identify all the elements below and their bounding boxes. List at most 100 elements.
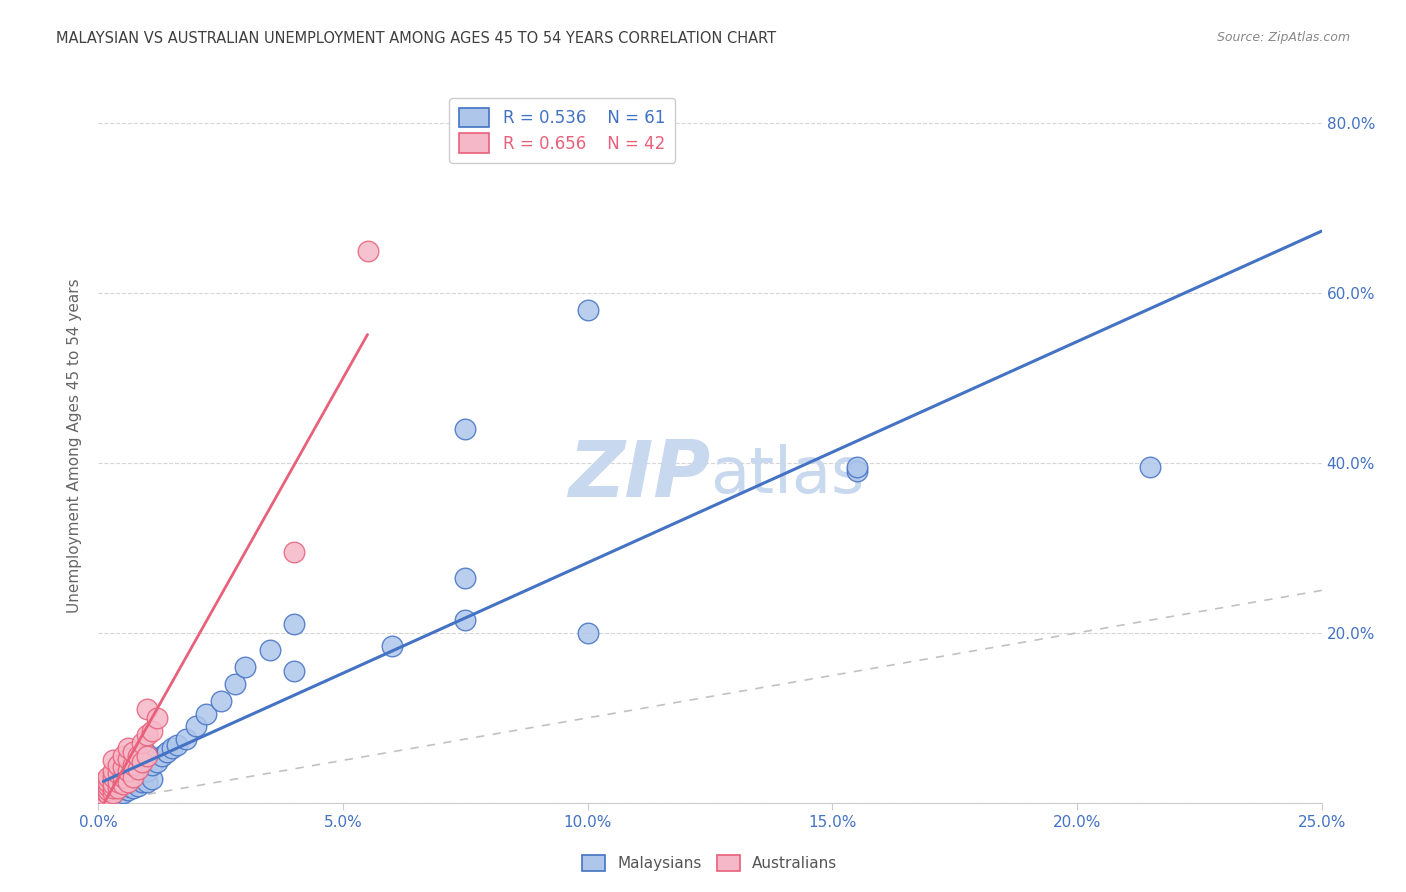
- Point: [454, 571, 477, 585]
- Point: [454, 613, 477, 627]
- Point: [111, 749, 134, 764]
- Point: [91, 783, 114, 797]
- Point: [97, 780, 120, 795]
- Point: [127, 762, 149, 776]
- Point: [136, 747, 159, 761]
- Point: [101, 779, 124, 793]
- Point: [121, 770, 143, 784]
- Point: [91, 783, 114, 797]
- Point: [107, 774, 129, 789]
- Point: [107, 757, 129, 772]
- Point: [101, 753, 124, 767]
- Point: [131, 755, 153, 769]
- Point: [156, 745, 179, 759]
- Point: [97, 777, 120, 791]
- Point: [97, 783, 120, 797]
- Point: [97, 779, 120, 793]
- Point: [117, 783, 139, 797]
- Point: [97, 789, 120, 803]
- Point: [101, 786, 124, 800]
- Point: [107, 766, 129, 780]
- Point: [136, 749, 159, 764]
- Point: [381, 639, 404, 653]
- Text: Source: ZipAtlas.com: Source: ZipAtlas.com: [1216, 31, 1350, 45]
- Point: [141, 772, 163, 786]
- Point: [283, 545, 305, 559]
- Point: [107, 770, 129, 784]
- Point: [141, 757, 163, 772]
- Point: [111, 760, 134, 774]
- Point: [97, 791, 120, 805]
- Point: [131, 766, 153, 780]
- Point: [283, 617, 305, 632]
- Point: [845, 465, 868, 479]
- Point: [127, 749, 149, 764]
- Point: [107, 777, 129, 791]
- Point: [117, 779, 139, 793]
- Point: [91, 779, 114, 793]
- Point: [356, 244, 378, 258]
- Point: [136, 764, 159, 778]
- Point: [107, 783, 129, 797]
- Point: [91, 787, 114, 801]
- Point: [136, 774, 159, 789]
- Point: [576, 303, 599, 318]
- Point: [101, 787, 124, 801]
- Point: [160, 740, 183, 755]
- Point: [233, 660, 256, 674]
- Point: [1139, 460, 1161, 475]
- Point: [91, 791, 114, 805]
- Point: [131, 774, 153, 789]
- Point: [131, 736, 153, 750]
- Point: [121, 769, 143, 783]
- Point: [111, 777, 134, 791]
- Point: [107, 780, 129, 795]
- Point: [127, 772, 149, 786]
- Point: [141, 723, 163, 738]
- Point: [166, 738, 188, 752]
- Point: [97, 774, 120, 789]
- Point: [97, 774, 120, 789]
- Point: [209, 694, 232, 708]
- Point: [127, 764, 149, 778]
- Point: [283, 664, 305, 678]
- Legend: Malaysians, Australians: Malaysians, Australians: [576, 849, 844, 877]
- Point: [111, 772, 134, 786]
- Text: ZIP: ZIP: [568, 436, 710, 513]
- Point: [121, 757, 143, 772]
- Point: [91, 791, 114, 805]
- Point: [845, 460, 868, 475]
- Point: [150, 749, 173, 764]
- Point: [101, 780, 124, 795]
- Point: [117, 740, 139, 755]
- Point: [146, 755, 169, 769]
- Point: [121, 780, 143, 795]
- Point: [101, 789, 124, 803]
- Point: [107, 774, 129, 789]
- Point: [121, 774, 143, 789]
- Text: atlas: atlas: [710, 443, 865, 506]
- Point: [117, 751, 139, 765]
- Point: [117, 774, 139, 789]
- Point: [111, 777, 134, 791]
- Point: [101, 777, 124, 791]
- Point: [176, 732, 198, 747]
- Point: [117, 764, 139, 778]
- Point: [101, 764, 124, 778]
- Point: [97, 783, 120, 797]
- Point: [111, 766, 134, 780]
- Point: [127, 779, 149, 793]
- Point: [97, 787, 120, 801]
- Point: [107, 780, 129, 795]
- Point: [97, 787, 120, 801]
- Point: [101, 770, 124, 784]
- Point: [91, 787, 114, 801]
- Point: [259, 643, 281, 657]
- Point: [186, 719, 208, 733]
- Point: [91, 774, 114, 789]
- Text: MALAYSIAN VS AUSTRALIAN UNEMPLOYMENT AMONG AGES 45 TO 54 YEARS CORRELATION CHART: MALAYSIAN VS AUSTRALIAN UNEMPLOYMENT AMO…: [56, 31, 776, 46]
- Point: [136, 728, 159, 742]
- Point: [224, 677, 246, 691]
- Point: [454, 422, 477, 436]
- Point: [136, 702, 159, 716]
